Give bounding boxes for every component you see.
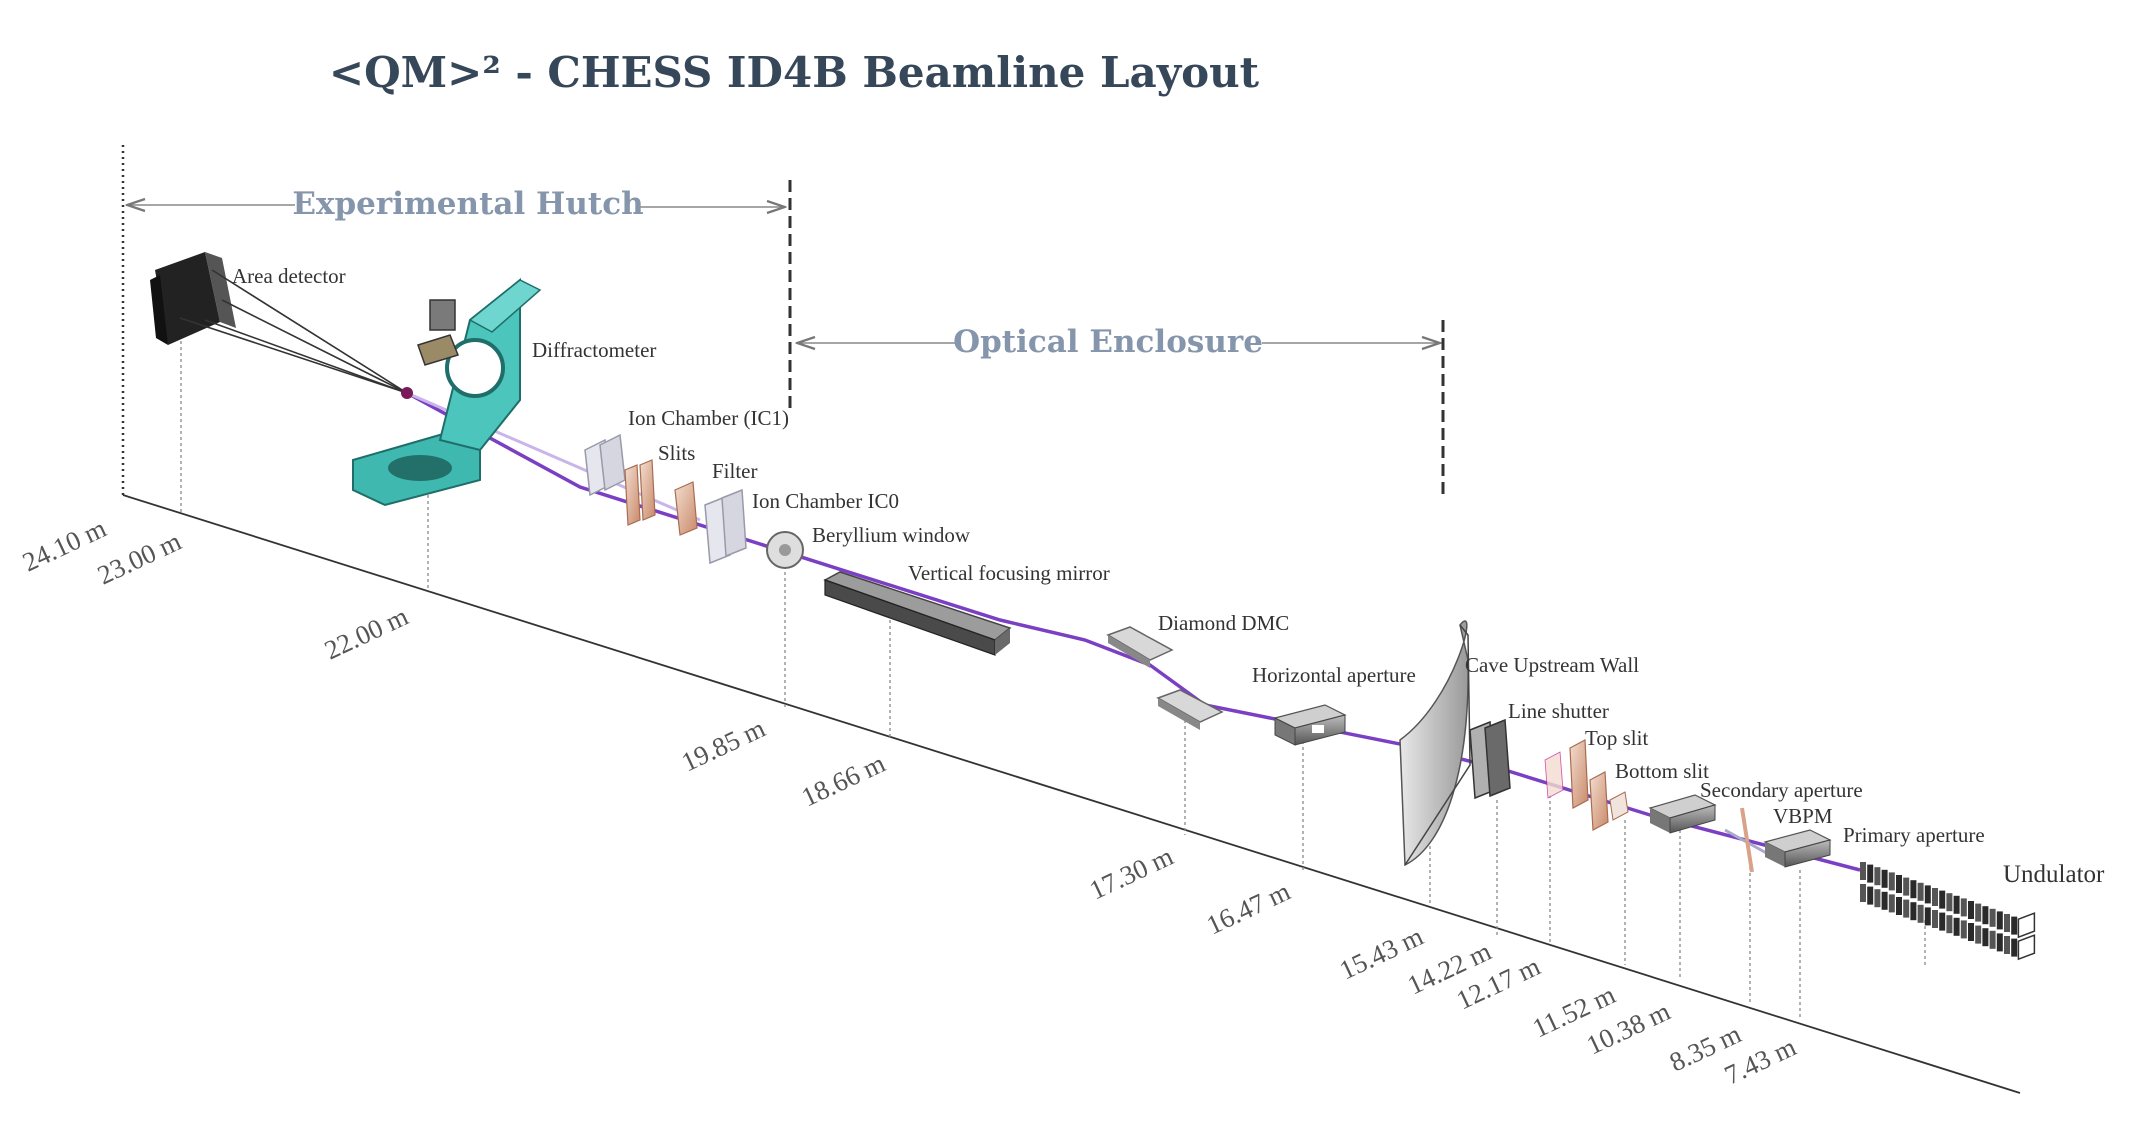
undulator-magnet-block [1896,875,1902,893]
undulator-magnet-block [1953,895,1960,914]
distance-16-47: 16.47 m [1202,876,1295,941]
undulator-magnet-block [1996,933,2003,952]
label-beryllium-window: Beryllium window [812,523,971,547]
floor-baseline [122,494,2021,1094]
undulator-magnet-block [1924,907,1931,926]
undulator-magnet-block [2011,938,2018,957]
label-slits: Slits [658,441,695,465]
secondary-aperture-icon [1648,794,1717,834]
experimental-hutch-marker: Experimental Hutch [121,145,792,495]
undulator-magnet-block [1917,882,1924,901]
undulator-magnet-block [1867,864,1874,883]
undulator-magnet-block [1874,867,1881,886]
undulator-magnet-block [2004,914,2010,932]
optical-enclosure-label: Optical Enclosure [953,324,1263,360]
undulator-magnet-block [1932,910,1938,928]
diamond-dmc-icon [1106,626,1224,730]
undulator-magnet-block [2004,936,2010,954]
beryllium-window-icon [766,531,804,569]
undulator-magnet-block [1874,889,1881,908]
undulator-magnet-block [1975,903,1982,922]
undulator-magnet-block [1960,920,1967,939]
filter-icon [674,481,698,536]
undulator-magnet-block [1968,923,1974,941]
label-top-slit: Top slit [1585,726,1648,750]
horizontal-aperture-icon [1273,704,1347,746]
cave-upstream-wall-icon [1399,620,1471,867]
undulator-magnet-block [1903,877,1910,896]
label-vbpm: VBPM [1773,804,1833,828]
undulator-magnet-block [1939,912,1946,931]
vertical-focusing-mirror-icon [823,571,1012,656]
distance-18-66: 18.66 m [797,748,890,813]
distance-22-00: 22.00 m [320,601,413,666]
undulator-end-cap [2017,934,2036,961]
undulator-magnet-block [2011,916,2018,935]
optical-enclosure-marker: Optical Enclosure [797,320,1445,498]
undulator-magnet-block [1881,869,1888,888]
undulator-magnet-block [1996,911,2003,930]
undulator-magnet-block [1881,891,1888,910]
area-detector-icon [150,252,408,394]
component-labels: Area detector Diffractometer Ion Chamber… [232,264,2105,888]
label-vertical-focusing-mirror: Vertical focusing mirror [908,561,1110,585]
label-cave-upstream-wall: Cave Upstream Wall [1465,653,1639,677]
undulator-magnet-block [1939,890,1946,909]
bottom-slit-icon [1589,771,1629,831]
undulator-magnet-block [1896,897,1902,915]
undulator-end-cap [2017,912,2036,939]
label-diffractometer: Diffractometer [532,338,656,362]
distance-19-85: 19.85 m [677,713,770,778]
undulator-magnet-block [1867,886,1874,905]
undulator-magnet-block [1860,884,1866,902]
label-diamond-dmc: Diamond DMC [1158,611,1289,635]
undulator-icon [1860,862,2036,961]
undulator-magnet-block [1982,906,1989,925]
undulator-magnet-block [1860,862,1866,880]
undulator-magnet-block [1989,930,1996,949]
undulator-magnet-block [1953,917,1960,936]
undulator-magnet-block [1917,904,1924,923]
diffractometer-icon [352,277,542,507]
experimental-hutch-label: Experimental Hutch [292,186,643,222]
undulator-magnet-block [1903,899,1910,918]
undulator-magnet-block [1888,872,1895,891]
undulator-magnet-block [1968,901,1974,919]
ion-chamber-ic0-icon [704,488,747,565]
label-horizontal-aperture: Horizontal aperture [1252,663,1416,687]
undulator-magnet-block [1910,880,1917,899]
undulator-magnet-block [1975,925,1982,944]
label-line-shutter: Line shutter [1508,699,1609,723]
undulator-magnet-block [1982,928,1989,947]
undulator-magnet-block [1946,915,1953,934]
primary-aperture-icon [1763,829,1832,868]
label-bottom-slit: Bottom slit [1615,759,1709,783]
label-ion-chamber-ic0: Ion Chamber IC0 [752,489,899,513]
vbpm-icon [1724,807,1771,873]
distance-17-30: 17.30 m [1085,841,1178,906]
label-undulator: Undulator [2003,861,2105,888]
undulator-magnet-block [1888,894,1895,913]
top-slit-icon [1544,739,1589,809]
undulator-magnet-block [1946,893,1953,912]
page-title: <QM>² - CHESS ID4B Beamline Layout [329,48,1260,97]
undulator-magnet-block [1989,908,1996,927]
label-area-detector: Area detector [232,264,346,288]
undulator-magnet-block [1924,885,1931,904]
undulator-magnet-block [1932,888,1938,906]
label-filter: Filter [712,459,758,483]
line-shutter-icon [1469,718,1511,800]
label-ion-chamber-ic1: Ion Chamber (IC1) [628,406,789,430]
label-primary-aperture: Primary aperture [1843,823,1985,847]
label-secondary-aperture: Secondary aperture [1700,778,1863,802]
slits-icon [624,459,656,526]
undulator-magnet-block [1960,898,1967,917]
undulator-magnet-block [1910,902,1917,921]
